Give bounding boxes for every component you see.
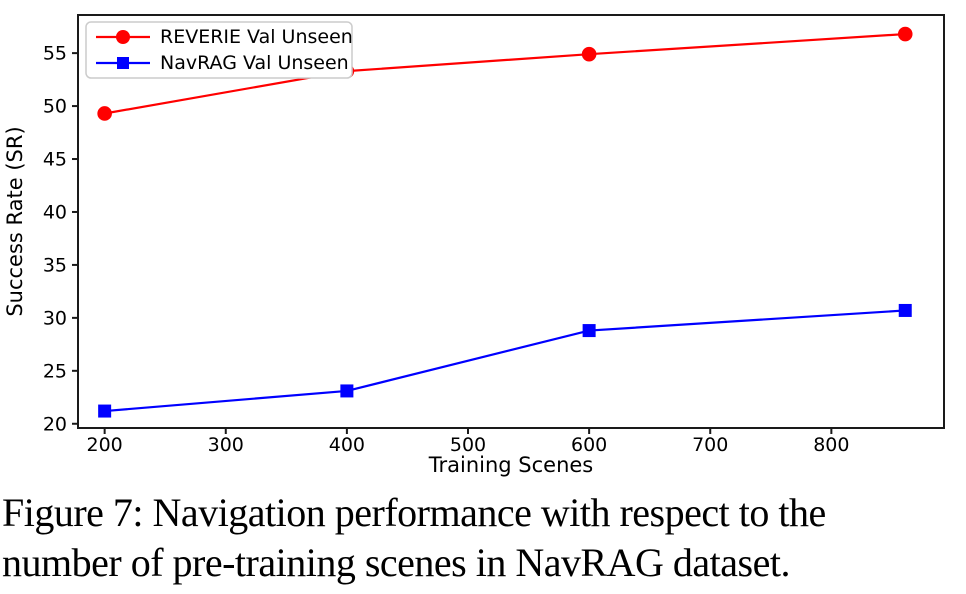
data-point-navrag-val-unseen <box>340 384 354 398</box>
y-axis-tick-label: 20 <box>43 413 67 435</box>
data-point-navrag-val-unseen <box>898 303 912 317</box>
y-axis-tick-label: 35 <box>43 254 67 276</box>
data-point-reverie-val-unseen <box>897 26 913 42</box>
data-point-reverie-val-unseen <box>581 46 597 62</box>
x-axis-tick-label: 800 <box>813 434 849 456</box>
axes-spines <box>77 14 945 429</box>
x-axis-tick-label: 600 <box>571 434 607 456</box>
y-axis-tick-label: 25 <box>43 360 67 382</box>
data-point-navrag-val-unseen <box>582 324 596 338</box>
legend-label-reverie-val-unseen: REVERIE Val Unseen <box>160 26 353 48</box>
legend-label-navrag-val-unseen: NavRAG Val Unseen <box>160 52 349 74</box>
caption-line-1: Figure 7: Navigation performance with re… <box>2 490 826 535</box>
caption-line-2: number of pre-training scenes in NavRAG … <box>2 540 790 585</box>
legend-marker-square-icon <box>117 57 129 69</box>
figure-caption: Figure 7: Navigation performance with re… <box>2 488 964 588</box>
y-axis-title: Success Rate (SR) <box>3 126 27 316</box>
x-axis-tick-label: 400 <box>329 434 365 456</box>
line-chart: 200 300 400 500 600 700 800 20 25 30 35 40 45 50 55 Tra… <box>3 14 945 477</box>
y-axis-tick-label: 30 <box>43 307 67 329</box>
data-point-reverie-val-unseen <box>97 106 112 121</box>
series-line-reverie-val-unseen <box>104 32 906 115</box>
x-axis-tick-label: 200 <box>87 434 123 456</box>
legend-box <box>85 21 353 79</box>
y-axis-tick-label: 40 <box>43 201 67 223</box>
y-axis-tick-label: 55 <box>43 43 67 65</box>
x-axis-tick-label: 700 <box>692 434 728 456</box>
y-axis-tick-label: 50 <box>43 96 67 118</box>
data-point-navrag-val-unseen <box>98 404 112 418</box>
x-axis-title: Training Scenes <box>428 453 594 477</box>
legend-marker-circle-icon <box>116 30 130 44</box>
y-axis-tick-label: 45 <box>43 149 67 171</box>
x-axis-tick-label: 300 <box>208 434 244 456</box>
series-line-navrag-val-unseen <box>104 309 906 413</box>
x-axis-tick-label: 500 <box>450 434 486 456</box>
